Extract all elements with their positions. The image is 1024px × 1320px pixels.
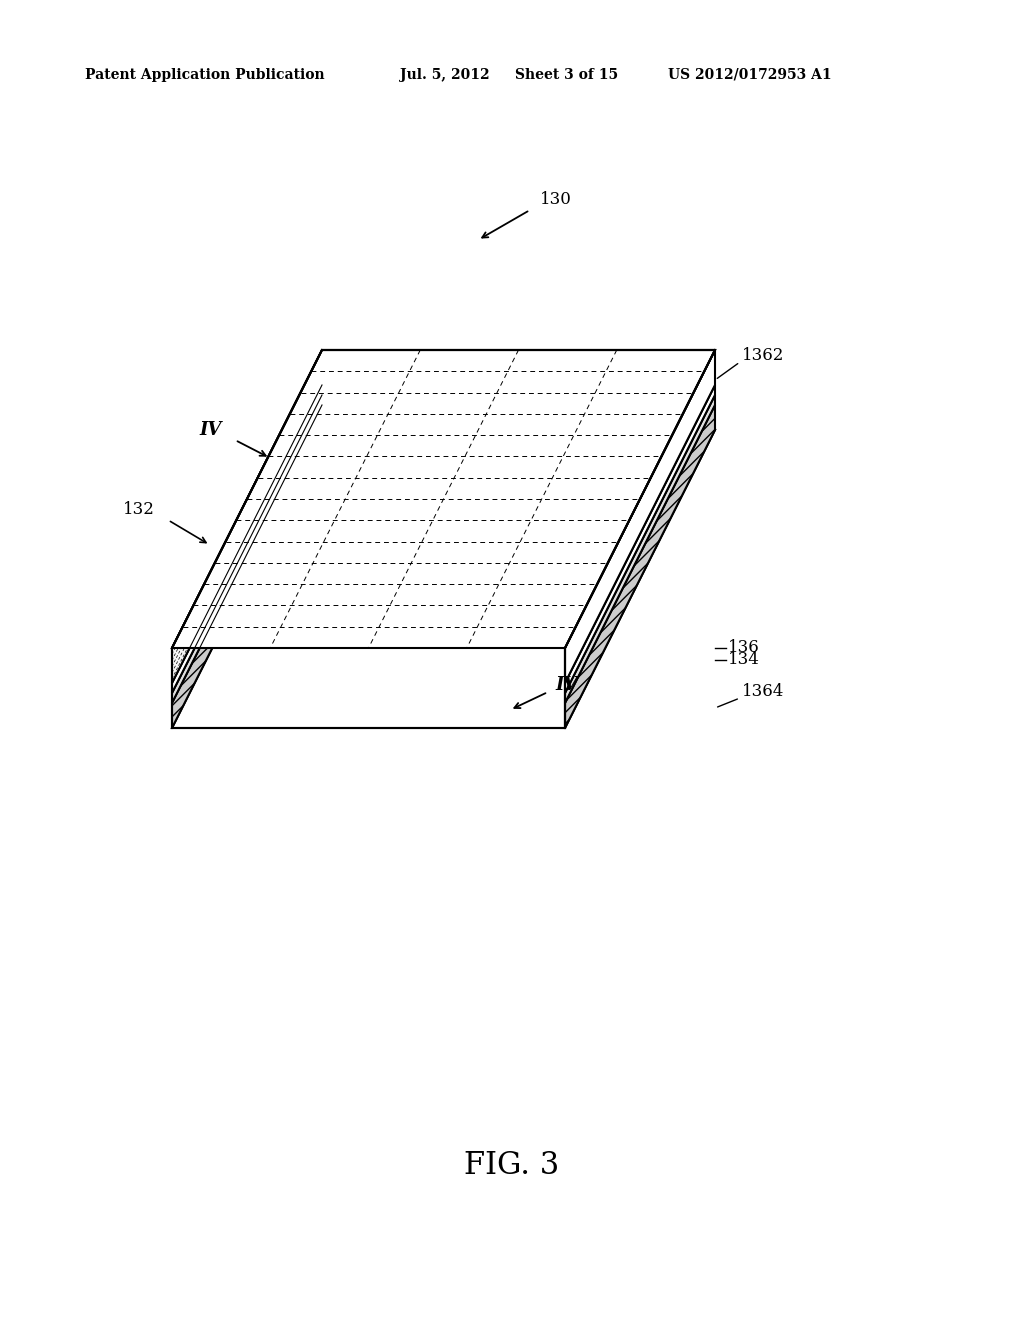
Polygon shape bbox=[172, 395, 322, 704]
Text: Patent Application Publication: Patent Application Publication bbox=[85, 69, 325, 82]
Text: IV: IV bbox=[200, 421, 222, 440]
Polygon shape bbox=[172, 405, 322, 729]
Polygon shape bbox=[565, 385, 715, 693]
Polygon shape bbox=[172, 385, 322, 693]
Polygon shape bbox=[565, 405, 715, 729]
Polygon shape bbox=[172, 350, 322, 682]
Polygon shape bbox=[565, 395, 715, 704]
Text: 136: 136 bbox=[728, 639, 760, 656]
Text: US 2012/0172953 A1: US 2012/0172953 A1 bbox=[668, 69, 831, 82]
Text: 1362: 1362 bbox=[742, 346, 784, 363]
Polygon shape bbox=[172, 430, 715, 729]
Text: FIG. 3: FIG. 3 bbox=[464, 1150, 560, 1180]
Polygon shape bbox=[172, 350, 715, 648]
Text: 132: 132 bbox=[123, 502, 155, 519]
Text: 130: 130 bbox=[540, 191, 571, 209]
Text: Sheet 3 of 15: Sheet 3 of 15 bbox=[515, 69, 618, 82]
Text: 134: 134 bbox=[728, 652, 760, 668]
Text: IV: IV bbox=[555, 676, 578, 694]
Text: 1364: 1364 bbox=[742, 684, 784, 701]
Polygon shape bbox=[565, 350, 715, 682]
Text: Jul. 5, 2012: Jul. 5, 2012 bbox=[400, 69, 489, 82]
